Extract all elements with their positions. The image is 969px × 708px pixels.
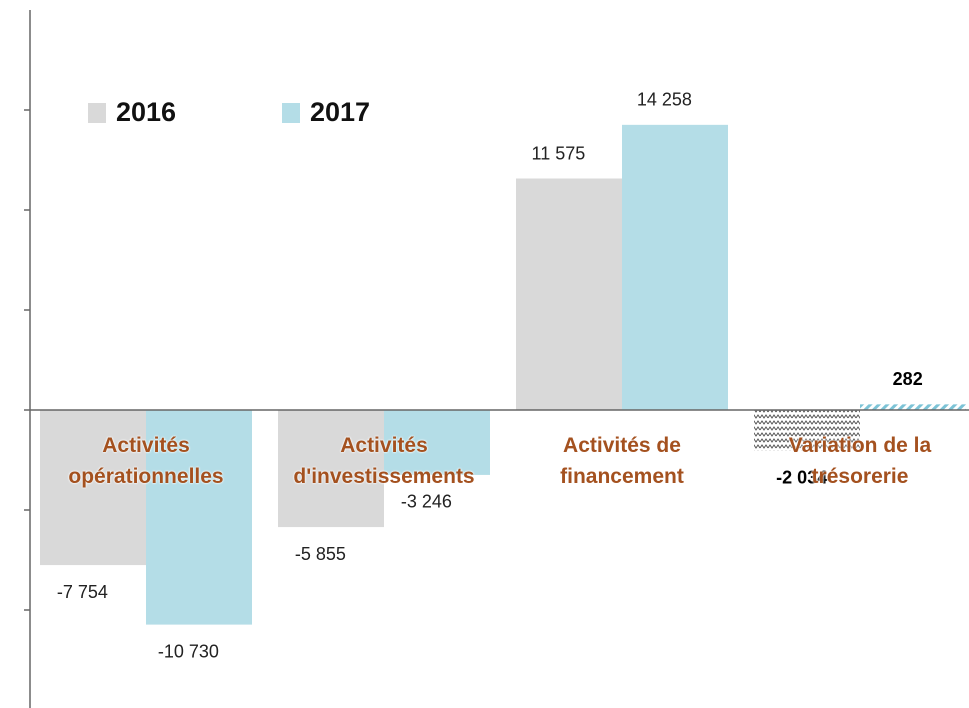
legend-label: 2017 bbox=[310, 97, 370, 127]
bar bbox=[278, 410, 384, 528]
bar bbox=[40, 410, 146, 566]
value-label: -3 246 bbox=[401, 492, 452, 512]
legend-swatch bbox=[282, 103, 300, 123]
value-label: -7 754 bbox=[57, 582, 108, 602]
value-label: -10 730 bbox=[158, 641, 219, 661]
category-label: Variation de la trésorerie bbox=[788, 434, 932, 488]
value-label: -2 034 bbox=[776, 467, 827, 487]
bar bbox=[516, 178, 622, 410]
category-label: Activités de financement bbox=[560, 434, 684, 488]
legend-label: 2016 bbox=[116, 97, 176, 127]
legend-swatch bbox=[88, 103, 106, 123]
category-label: Activités opérationnelles bbox=[68, 434, 224, 488]
value-label: 282 bbox=[893, 369, 923, 389]
bar bbox=[384, 410, 490, 475]
bar bbox=[146, 410, 252, 625]
bar bbox=[754, 410, 860, 451]
value-label: 11 575 bbox=[532, 143, 586, 163]
bar bbox=[860, 404, 966, 410]
value-label: 14 258 bbox=[637, 90, 692, 110]
bar bbox=[622, 124, 728, 410]
category-label: Activités d'investissements bbox=[293, 434, 475, 488]
value-label: -5 855 bbox=[295, 544, 346, 564]
